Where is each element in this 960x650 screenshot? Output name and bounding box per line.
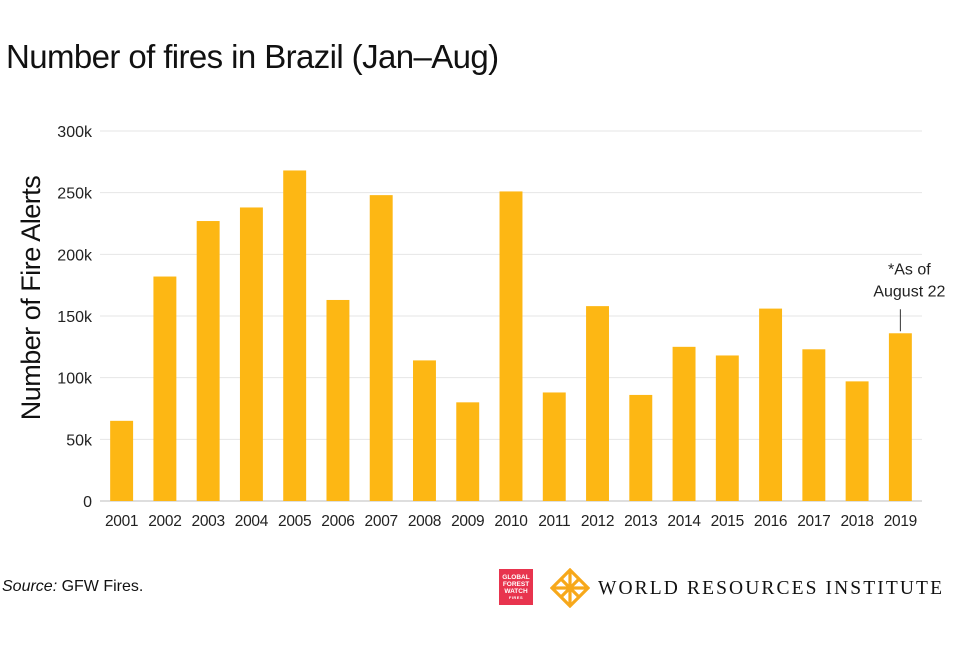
x-tick-label: 2018 bbox=[840, 513, 873, 530]
x-tick-label: 2006 bbox=[321, 513, 354, 530]
wri-logo-icon bbox=[550, 568, 590, 608]
bar-2012 bbox=[586, 306, 609, 501]
y-axis-label: Number of Fire Alerts bbox=[16, 176, 46, 421]
x-tick-label: 2007 bbox=[365, 513, 398, 530]
source-text: GFW Fires. bbox=[57, 578, 144, 595]
x-tick-label: 2010 bbox=[494, 513, 528, 530]
x-tick-label: 2015 bbox=[711, 513, 744, 530]
bar-2009 bbox=[456, 402, 480, 501]
bar-2017 bbox=[802, 349, 826, 501]
gfw-logo-line: FOREST bbox=[502, 581, 530, 588]
bar-2005 bbox=[283, 170, 307, 501]
bar-2007 bbox=[369, 195, 393, 501]
wri-org-name: WORLD RESOURCES INSTITUTE bbox=[598, 578, 945, 599]
bar-2013 bbox=[629, 394, 653, 501]
y-axis-ticks: 0 50k 100k 150k 200k 250k 300k bbox=[57, 124, 93, 511]
bar-2011 bbox=[542, 392, 566, 501]
gfw-fires-logo: GLOBAL FOREST WATCH FIRES bbox=[499, 569, 533, 605]
bar-2016 bbox=[759, 308, 783, 501]
x-tick-label: 2008 bbox=[408, 513, 441, 530]
y-tick-label: 300k bbox=[57, 124, 93, 141]
gfw-logo-line: WATCH bbox=[504, 588, 528, 595]
bars bbox=[110, 170, 912, 502]
x-tick-label: 2012 bbox=[581, 513, 614, 530]
x-tick-label: 2017 bbox=[797, 513, 830, 530]
x-tick-label: 2005 bbox=[278, 513, 311, 530]
bar-2008 bbox=[413, 360, 436, 501]
gfw-logo-line: GLOBAL bbox=[502, 574, 530, 581]
x-tick-label: 2011 bbox=[538, 513, 570, 530]
x-tick-label: 2009 bbox=[451, 513, 484, 530]
y-tick-label: 0 bbox=[83, 494, 92, 511]
x-tick-label: 2013 bbox=[624, 513, 657, 530]
bar-2004 bbox=[239, 207, 263, 501]
x-axis-ticks: 2001 2002 2003 2004 2005 2006 2007 2008 2009 2010… bbox=[105, 513, 917, 530]
bar-2015 bbox=[715, 355, 739, 501]
y-tick-label: 50k bbox=[66, 432, 93, 449]
bar-2019 bbox=[888, 333, 912, 501]
x-tick-label: 2019 bbox=[884, 513, 917, 530]
bar-2010 bbox=[499, 191, 523, 501]
chart-title: Number of fires in Brazil (Jan–Aug) bbox=[6, 38, 499, 75]
x-tick-label: 2002 bbox=[148, 513, 181, 530]
x-tick-label: 2016 bbox=[754, 513, 787, 530]
y-tick-label: 150k bbox=[57, 309, 93, 326]
bar-2018 bbox=[845, 381, 869, 501]
y-tick-label: 250k bbox=[57, 186, 93, 203]
bar-2001 bbox=[110, 420, 134, 501]
source-note: Source: GFW Fires. bbox=[2, 578, 143, 596]
bar-2006 bbox=[326, 299, 350, 501]
bar-2003 bbox=[196, 221, 220, 502]
gfw-logo-line: FIRES bbox=[508, 595, 524, 600]
source-lead: Source: bbox=[2, 578, 58, 595]
annotation-text: August 22 bbox=[873, 283, 945, 300]
x-tick-label: 2001 bbox=[105, 513, 138, 530]
bar-2014 bbox=[672, 346, 696, 501]
annotation-text: *As of bbox=[888, 261, 931, 278]
y-tick-label: 100k bbox=[57, 371, 93, 388]
y-tick-label: 200k bbox=[57, 247, 93, 264]
bar-2002 bbox=[153, 276, 177, 501]
x-tick-label: 2003 bbox=[192, 513, 225, 530]
x-tick-label: 2004 bbox=[235, 513, 269, 530]
x-tick-label: 2014 bbox=[667, 513, 701, 530]
annotation: *As of August 22 bbox=[873, 261, 945, 332]
